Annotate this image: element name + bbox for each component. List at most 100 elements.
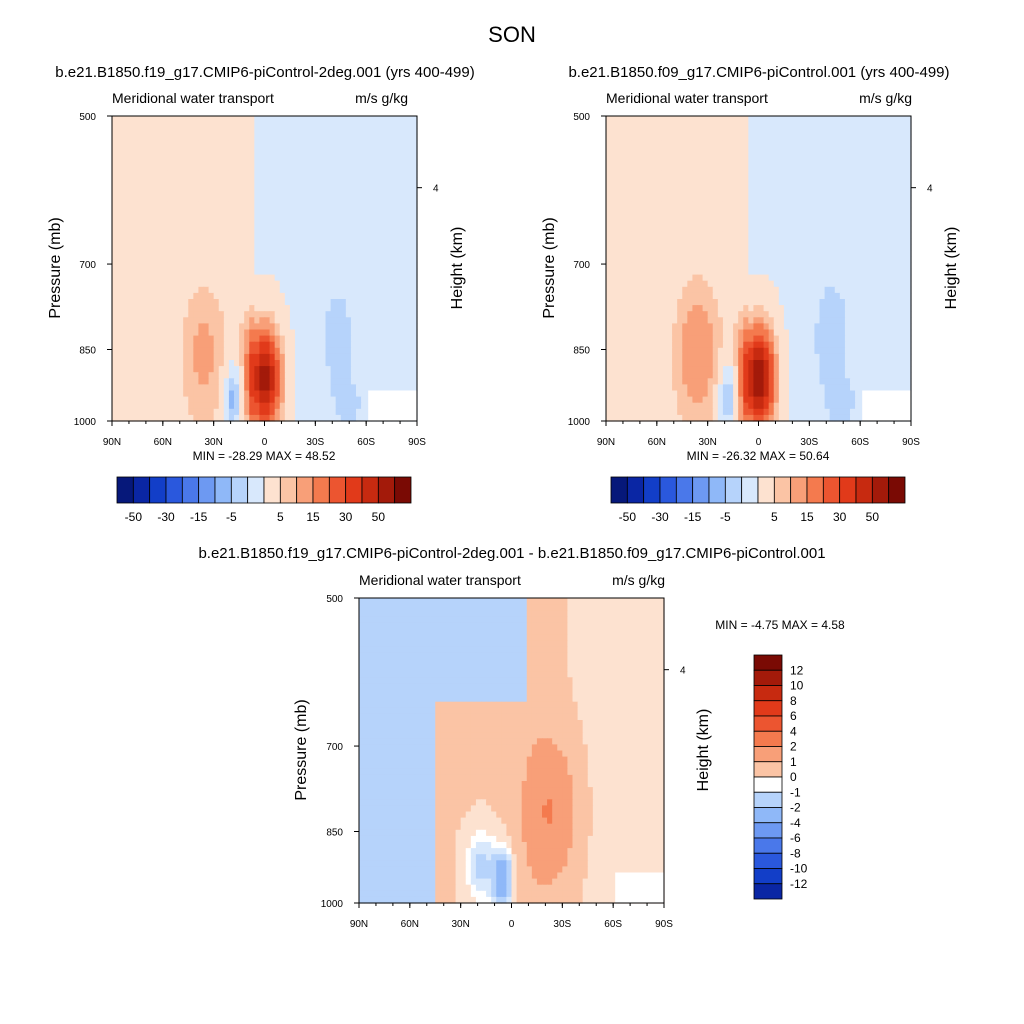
contour-cell [173,299,179,306]
contour-cell [819,146,826,154]
contour-cell [167,177,174,184]
contour-cell [264,201,271,209]
contour-cell [310,244,316,251]
contour-cell [646,292,653,300]
contour-cell [722,231,729,239]
contour-cell [712,238,719,245]
contour-cell [244,231,250,239]
contour-cell [814,219,821,227]
contour-cell [789,207,795,215]
contour-cell [117,341,123,349]
contour-cell [411,122,418,129]
contour-cell [330,353,337,361]
contour-cell [325,164,332,172]
contour-cell [249,158,255,166]
contour-cell [122,299,128,306]
contour-cell [621,244,627,251]
contour-cell [264,305,271,312]
contour-cell [768,305,775,312]
contour-cell [900,286,907,294]
contour-cell [198,244,205,251]
contour-cell [376,268,383,276]
contour-cell [295,170,301,178]
contour-cell [162,183,169,190]
contour-cell [366,250,372,257]
contour-cell [712,280,719,288]
contour-cell [834,305,841,312]
contour-cell [778,244,785,251]
contour-cell [320,390,327,398]
contour-cell [687,177,694,184]
contour-cell [305,280,311,288]
contour-cell [773,280,780,288]
contour-cell [315,323,322,331]
contour-cell [279,274,286,282]
contour-cell [310,335,316,343]
contour-cell [677,152,683,160]
contour-cell [773,274,780,282]
contour-cell [376,116,383,123]
contour-cell [733,128,739,135]
contour-cell [234,122,240,129]
contour-cell [325,207,332,215]
contour-cell [844,268,851,276]
contour-cell [722,195,729,202]
contour-cell [330,213,337,221]
contour-cell [406,158,413,166]
contour-cell [616,122,622,129]
contour-cell [905,238,912,245]
contour-cell [758,207,765,215]
contour-cell [616,231,622,239]
contour-cell [621,262,627,270]
contour-cell [895,219,902,227]
contour-cell [122,414,128,422]
contour-cell [682,286,688,294]
contour-cell [391,207,398,215]
contour-cell [198,225,205,233]
contour-cell [203,402,210,410]
contour-cell [218,335,225,343]
contour-cell [239,268,245,276]
contour-cell [142,292,149,300]
contour-cell [147,305,154,312]
contour-cell [682,219,688,227]
contour-cell [239,213,245,221]
contour-cell [880,183,887,190]
contour-cell [621,268,627,276]
contour-cell [289,262,296,270]
contour-cell [885,262,892,270]
contour-cell [284,378,291,385]
contour-cell [340,384,347,392]
contour-cell [213,128,220,135]
contour-cell [855,158,861,166]
contour-cell [361,238,367,245]
contour-cell [361,274,367,282]
contour-cell [122,402,128,410]
contour-cell [401,195,408,202]
contour-cell [122,274,128,282]
contour-cell [274,207,281,215]
x-tick-label: 90S [408,437,426,448]
contour-cell [198,140,205,148]
contour-cell [702,201,709,209]
contour-cell [682,207,688,215]
contour-cell [152,213,159,221]
contour-cell [234,177,240,184]
contour-cell [860,299,866,306]
contour-cell [606,122,612,129]
contour-cell [254,140,261,148]
contour-cell [829,152,836,160]
contour-cell [611,268,617,276]
contour-cell [234,207,240,215]
contour-cell [621,250,627,257]
contour-cell [289,396,296,404]
contour-cell [804,280,810,288]
contour-cell [335,146,342,154]
contour-cell [361,347,367,355]
contour-cell [809,183,816,190]
contour-cell [636,189,643,196]
contour-cell [284,189,291,196]
contour-cell [860,152,866,160]
contour-cell [305,116,311,123]
contour-cell [356,177,362,184]
